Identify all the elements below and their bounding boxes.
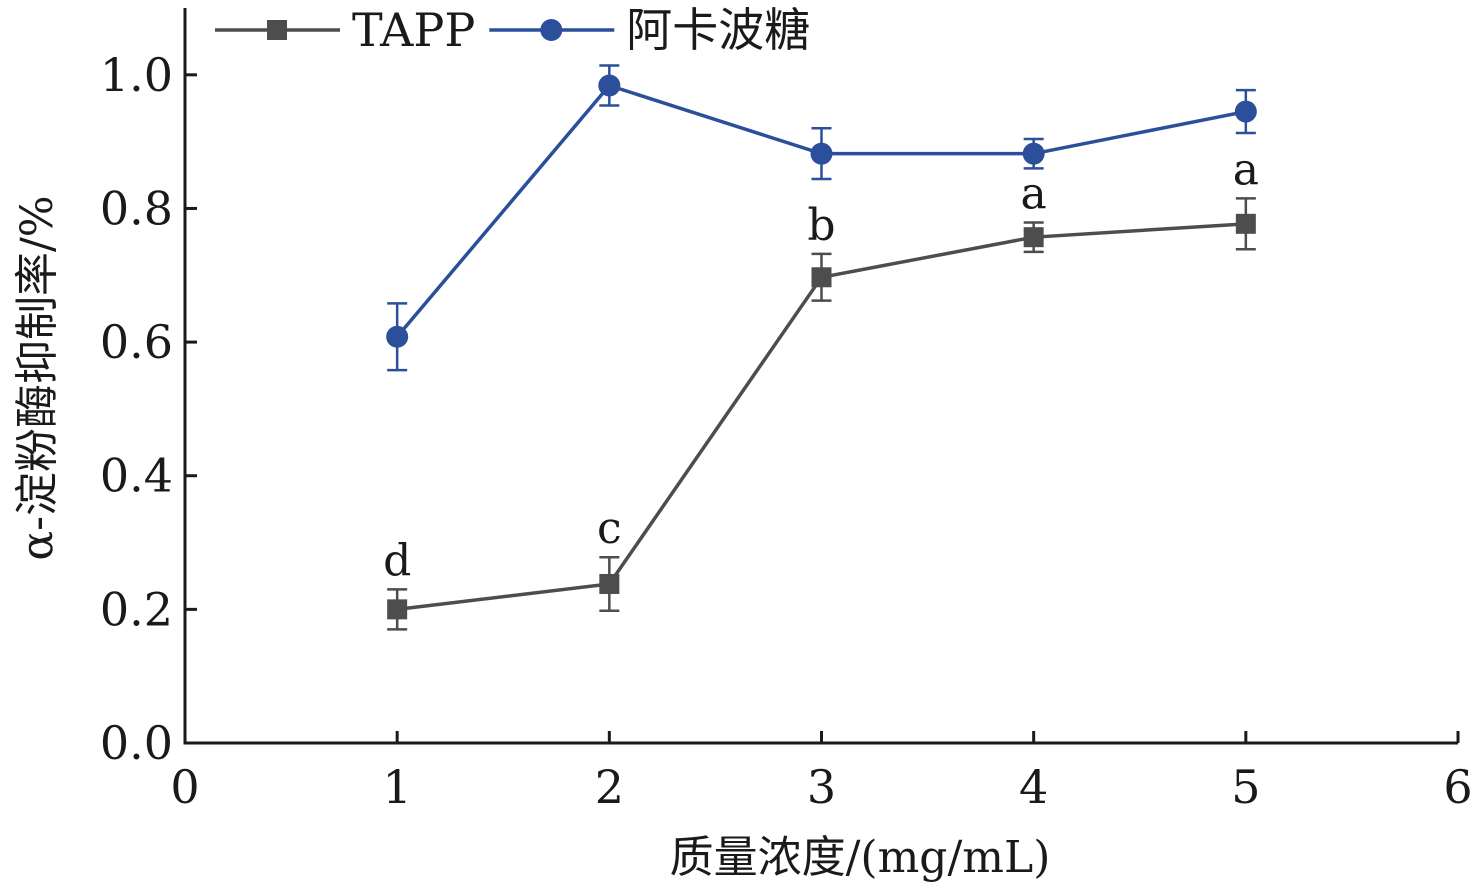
x-tick-label: 2 — [595, 760, 624, 814]
x-tick-label: 3 — [807, 760, 836, 814]
data-point — [1234, 100, 1257, 123]
data-point — [387, 599, 408, 620]
axes: 0 1 2 3 4 5 6 0.0 0.2 0.4 0.6 0.8 1.0 — [100, 8, 1473, 814]
y-tick-label: 0.6 — [100, 315, 173, 369]
series-layer — [386, 64, 1257, 631]
data-point — [1022, 142, 1045, 165]
legend: TAPP 阿卡波糖 — [215, 3, 810, 57]
significance-labels: d c b a a — [383, 144, 1259, 586]
data-point — [1023, 227, 1044, 248]
significance-label: d — [383, 535, 411, 586]
series-2 — [386, 64, 1257, 372]
x-tick-label: 4 — [1019, 760, 1048, 814]
significance-label: c — [597, 503, 622, 554]
y-tick-label: 1.0 — [100, 48, 173, 102]
data-point — [810, 142, 833, 165]
data-point — [598, 74, 621, 97]
legend-entry-2: 阿卡波糖 — [489, 3, 810, 57]
legend-marker — [540, 19, 563, 41]
y-axis-label: α-淀粉酶抑制率/% — [12, 195, 63, 560]
legend-marker — [267, 20, 287, 40]
significance-label: b — [807, 200, 835, 251]
legend-label: 阿卡波糖 — [626, 3, 810, 57]
x-tick-label: 0 — [170, 760, 199, 814]
x-axis-label: 质量浓度/(mg/mL) — [670, 832, 1051, 883]
legend-entry-1: TAPP — [215, 3, 475, 57]
data-point — [599, 573, 620, 594]
y-tick-label: 0.8 — [100, 181, 173, 235]
significance-label: a — [1233, 144, 1259, 195]
data-point — [386, 325, 409, 348]
data-point — [1235, 213, 1256, 234]
y-tick-label: 0.4 — [100, 449, 173, 503]
series-1 — [387, 197, 1256, 631]
y-tick-label: 0.0 — [100, 716, 173, 770]
data-point — [811, 267, 832, 288]
x-tick-label: 5 — [1231, 760, 1260, 814]
x-tick-label: 6 — [1443, 760, 1472, 814]
x-tick-label: 1 — [383, 760, 412, 814]
significance-label: a — [1021, 168, 1047, 219]
legend-label: TAPP — [352, 3, 475, 57]
y-tick-label: 0.2 — [100, 582, 173, 636]
